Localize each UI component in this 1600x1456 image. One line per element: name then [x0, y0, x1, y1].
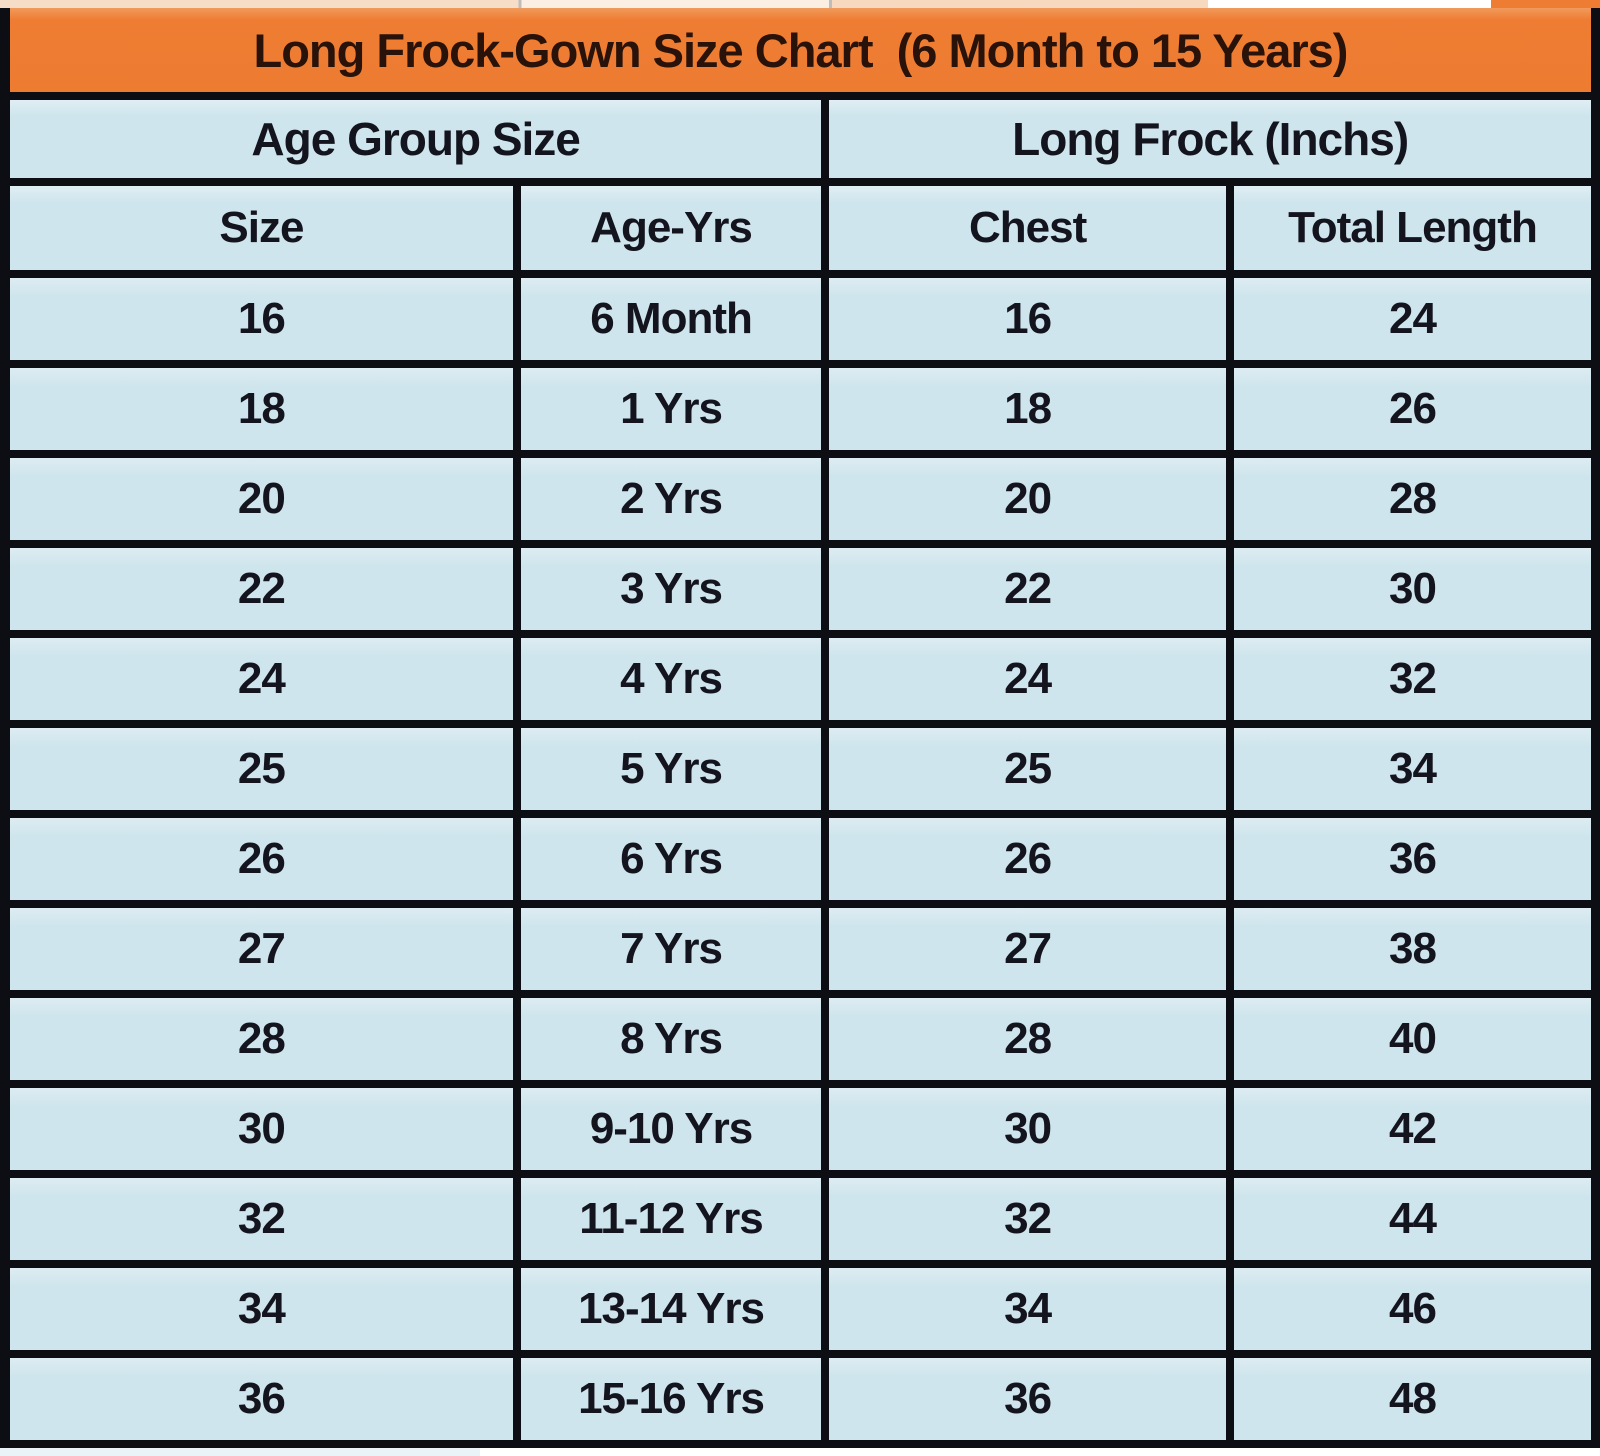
table-cell-chest: 32	[829, 1178, 1226, 1260]
table-cell-size: 36	[10, 1358, 513, 1440]
table-cell-age-yrs: 8 Yrs	[520, 998, 822, 1080]
table-cell-total-length: 34	[1233, 728, 1591, 810]
table-cell-size: 25	[10, 728, 513, 810]
table-cell-age-yrs: 9-10 Yrs	[520, 1088, 822, 1170]
table-cell-total-length: 26	[1233, 368, 1591, 450]
spreadsheet-edge-strip	[0, 0, 1600, 8]
table-cell-total-length: 40	[1233, 998, 1591, 1080]
table-cell-chest: 36	[829, 1358, 1226, 1440]
table-cell-chest: 30	[829, 1088, 1226, 1170]
table-cell-age-yrs: 6 Yrs	[520, 818, 822, 900]
column-header-age-yrs: Age-Yrs	[520, 186, 822, 270]
table-cell-age-yrs: 5 Yrs	[520, 728, 822, 810]
table-cell-chest: 18	[829, 368, 1226, 450]
table-cell-total-length: 30	[1233, 548, 1591, 630]
table-cell-age-yrs: 15-16 Yrs	[520, 1358, 822, 1440]
table-cell-size: 16	[10, 278, 513, 360]
table-cell-total-length: 42	[1233, 1088, 1591, 1170]
table-cell-chest: 25	[829, 728, 1226, 810]
table-cell-age-yrs: 7 Yrs	[520, 908, 822, 990]
table-cell-chest: 24	[829, 638, 1226, 720]
size-chart-table: Long Frock-Gown Size Chart (6 Month to 1…	[0, 8, 1600, 1448]
table-cell-size: 30	[10, 1088, 513, 1170]
column-header-size: Size	[10, 186, 513, 270]
chart-title: Long Frock-Gown Size Chart (6 Month to 1…	[10, 8, 1591, 92]
table-cell-size: 27	[10, 908, 513, 990]
table-cell-size: 26	[10, 818, 513, 900]
table-cell-chest: 28	[829, 998, 1226, 1080]
table-cell-total-length: 36	[1233, 818, 1591, 900]
table-cell-size: 24	[10, 638, 513, 720]
table-cell-age-yrs: 11-12 Yrs	[520, 1178, 822, 1260]
table-cell-chest: 16	[829, 278, 1226, 360]
column-group-frock: Long Frock (Inchs)	[829, 100, 1591, 178]
table-cell-size: 18	[10, 368, 513, 450]
table-cell-age-yrs: 13-14 Yrs	[520, 1268, 822, 1350]
table-cell-age-yrs: 4 Yrs	[520, 638, 822, 720]
column-group-age: Age Group Size	[10, 100, 822, 178]
bottom-margin-strip	[0, 1448, 1600, 1456]
table-cell-size: 22	[10, 548, 513, 630]
table-cell-total-length: 48	[1233, 1358, 1591, 1440]
table-cell-total-length: 44	[1233, 1178, 1591, 1260]
table-cell-chest: 20	[829, 458, 1226, 540]
table-cell-size: 20	[10, 458, 513, 540]
table-cell-total-length: 28	[1233, 458, 1591, 540]
table-cell-size: 28	[10, 998, 513, 1080]
table-cell-chest: 27	[829, 908, 1226, 990]
table-cell-total-length: 24	[1233, 278, 1591, 360]
table-cell-age-yrs: 1 Yrs	[520, 368, 822, 450]
table-cell-total-length: 32	[1233, 638, 1591, 720]
table-cell-size: 34	[10, 1268, 513, 1350]
table-cell-chest: 22	[829, 548, 1226, 630]
table-cell-chest: 26	[829, 818, 1226, 900]
table-cell-chest: 34	[829, 1268, 1226, 1350]
table-cell-age-yrs: 3 Yrs	[520, 548, 822, 630]
table-cell-total-length: 38	[1233, 908, 1591, 990]
table-cell-age-yrs: 2 Yrs	[520, 458, 822, 540]
column-header-chest: Chest	[829, 186, 1226, 270]
table-cell-size: 32	[10, 1178, 513, 1260]
table-cell-age-yrs: 6 Month	[520, 278, 822, 360]
column-header-total-length: Total Length	[1233, 186, 1591, 270]
table-cell-total-length: 46	[1233, 1268, 1591, 1350]
